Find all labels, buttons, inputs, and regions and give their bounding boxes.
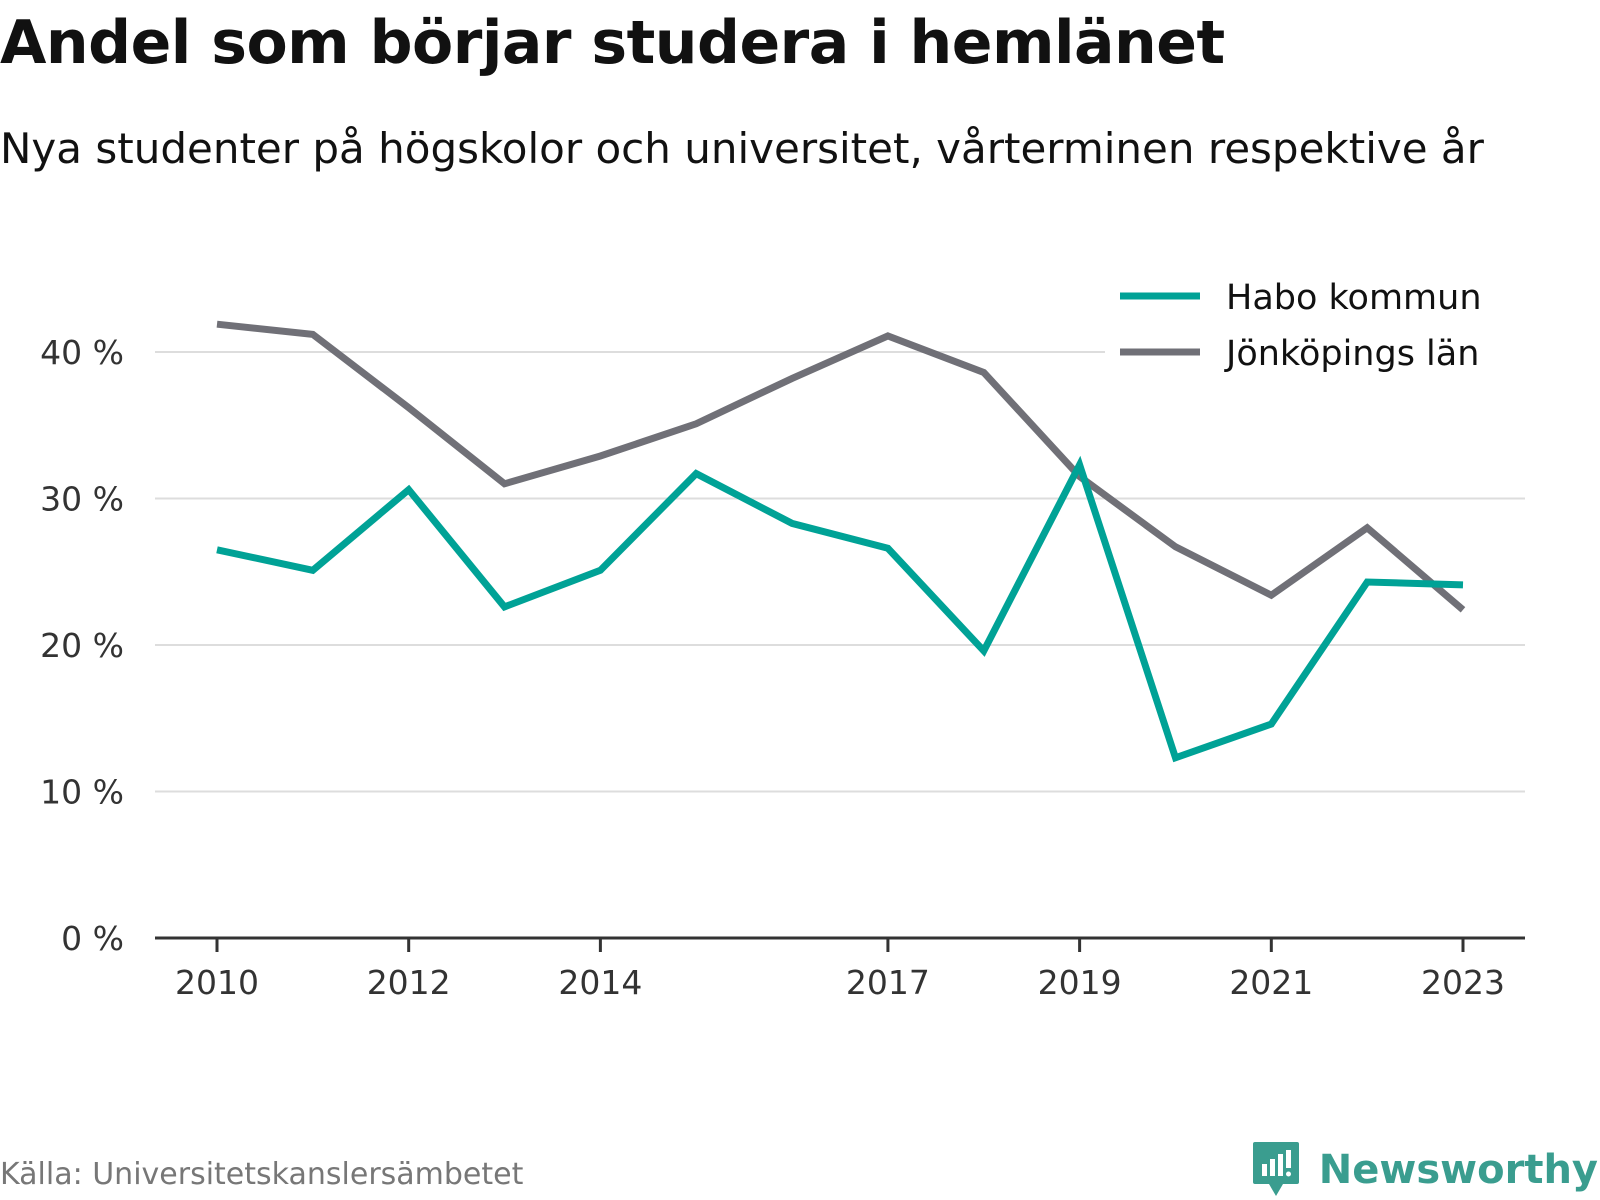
- y-axis: 0 % 10 % 20 % 30 % 40 %: [40, 333, 124, 958]
- x-tick-label: 2017: [846, 963, 930, 1002]
- chart-subtitle: Nya studenter på högskolor och universit…: [0, 124, 1484, 173]
- series-line-habo-kommun: [216, 455, 1464, 763]
- series-lines: [216, 320, 1466, 763]
- chart-title: Andel som börjar studera i hemlänet: [0, 8, 1225, 78]
- source-label: Källa: Universitetskanslersämbetet: [0, 1157, 524, 1192]
- legend-label: Habo kommun: [1226, 278, 1482, 318]
- brand-name: Newsworthy: [1318, 1147, 1598, 1193]
- x-tick-label: 2012: [367, 963, 451, 1002]
- x-tick-label: 2014: [558, 963, 642, 1002]
- y-tick-label: 0 %: [61, 919, 124, 958]
- legend-label: Jönköpings län: [1224, 334, 1479, 374]
- y-tick-label: 30 %: [40, 480, 124, 519]
- y-tick-label: 40 %: [40, 333, 124, 372]
- newsworthy-logo-icon: [1252, 1142, 1299, 1196]
- x-tick-label: 2019: [1038, 963, 1122, 1002]
- legend-background: [1105, 262, 1525, 382]
- brand: Newsworthy: [1251, 1140, 1598, 1200]
- x-tick-label: 2023: [1421, 963, 1505, 1002]
- series-line-jonkopings-lan: [216, 320, 1466, 613]
- x-tick-label: 2010: [175, 963, 259, 1002]
- x-tick-label: 2021: [1229, 963, 1313, 1002]
- y-tick-label: 10 %: [40, 773, 124, 812]
- gridlines: [155, 351, 1525, 793]
- y-tick-label: 20 %: [40, 626, 124, 665]
- x-axis: 2010 2012 2014 2017 2019 2021 2023: [155, 936, 1525, 1002]
- legend: Habo kommun Jönköpings län: [1105, 262, 1525, 382]
